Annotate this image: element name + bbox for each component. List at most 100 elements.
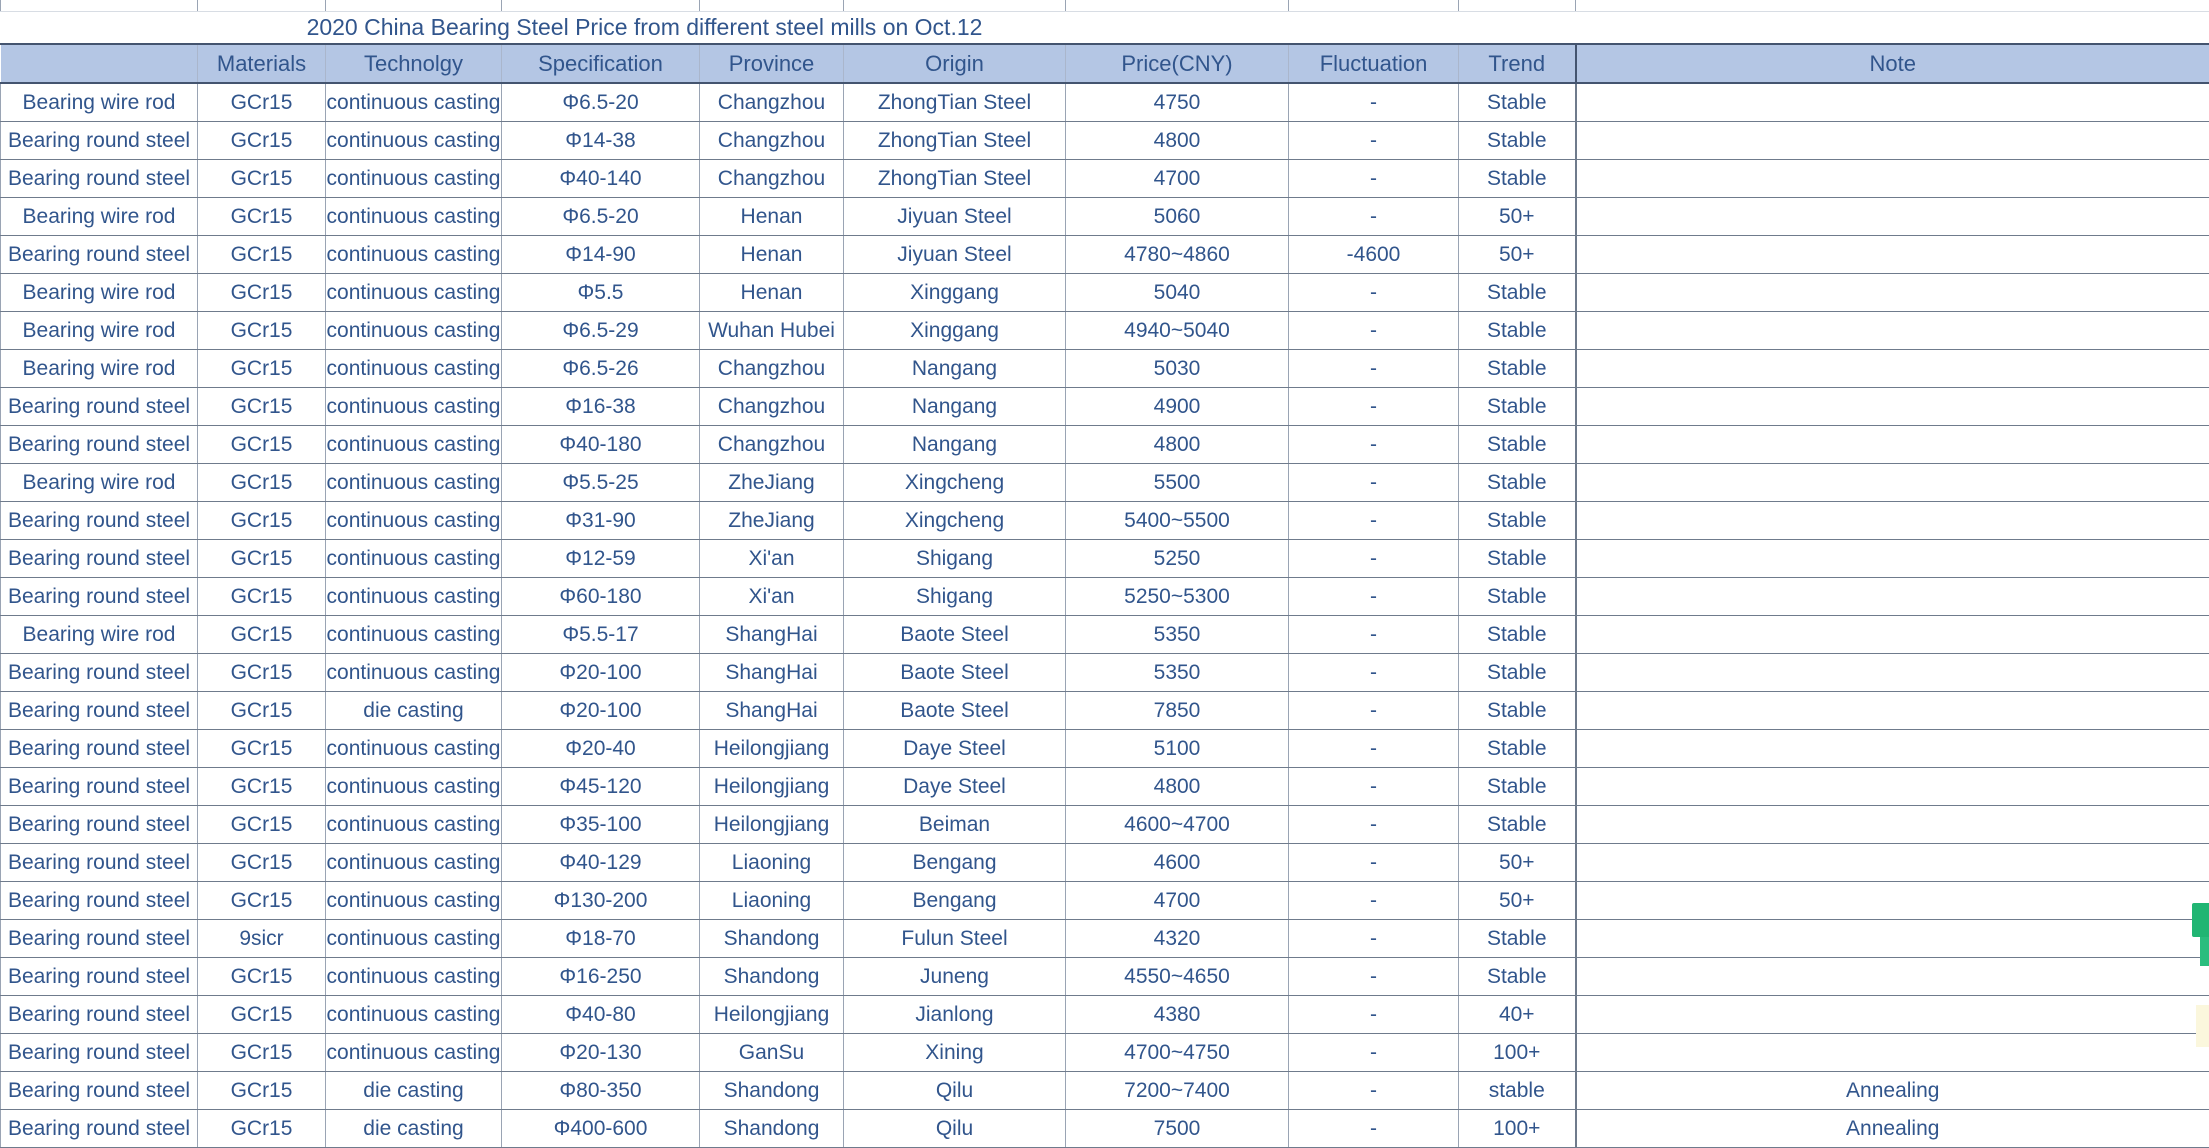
cell-trend[interactable]: Stable [1459,654,1576,692]
cell-specification[interactable]: Φ16-38 [502,388,700,426]
cell-trend[interactable]: Stable [1459,312,1576,350]
cell-fluctuation[interactable]: - [1289,920,1459,958]
cell-origin[interactable]: Juneng [844,958,1066,996]
cell-origin[interactable]: Baote Steel [844,616,1066,654]
cell-materials[interactable]: GCr15 [198,122,326,160]
cell-technology[interactable]: die casting [326,1072,502,1110]
cell-materials[interactable]: GCr15 [198,198,326,236]
cell-fluctuation[interactable]: - [1289,198,1459,236]
cell-specification[interactable]: Φ130-200 [502,882,700,920]
cell-province[interactable]: Liaoning [700,882,844,920]
cell-price[interactable]: 5400~5500 [1066,502,1289,540]
cell-technology[interactable]: continuous casting [326,844,502,882]
cell-origin[interactable]: Nangang [844,350,1066,388]
cell-origin[interactable]: Shigang [844,540,1066,578]
cell-price[interactable]: 4700~4750 [1066,1034,1289,1072]
cell-trend[interactable]: Stable [1459,616,1576,654]
cell-specification[interactable]: Φ45-120 [502,768,700,806]
cell-materials[interactable]: GCr15 [198,616,326,654]
cell-specification[interactable]: Φ14-90 [502,236,700,274]
cell-origin[interactable]: Jiyuan Steel [844,236,1066,274]
cell-province[interactable]: Xi'an [700,540,844,578]
cell-fluctuation[interactable]: - [1289,1034,1459,1072]
cell-materials[interactable]: GCr15 [198,236,326,274]
cell-materials[interactable]: GCr15 [198,996,326,1034]
cell-technology[interactable]: continuous casting [326,578,502,616]
cell-product[interactable]: Bearing round steel [1,502,198,540]
cell-technology[interactable]: continuous casting [326,996,502,1034]
cell-origin[interactable]: Xingcheng [844,502,1066,540]
cell-fluctuation[interactable]: - [1289,1110,1459,1148]
cell-note[interactable] [1576,160,2209,198]
cell-note[interactable] [1576,350,2209,388]
cell-origin[interactable]: Qilu [844,1110,1066,1148]
cell-product[interactable]: Bearing wire rod [1,616,198,654]
cell-trend[interactable]: Stable [1459,958,1576,996]
cell-province[interactable]: Heilongjiang [700,996,844,1034]
cell-specification[interactable]: Φ40-80 [502,996,700,1034]
cell-fluctuation[interactable]: - [1289,996,1459,1034]
cell-province[interactable]: Heilongjiang [700,768,844,806]
cell-specification[interactable]: Φ80-350 [502,1072,700,1110]
cell-product[interactable]: Bearing round steel [1,1110,198,1148]
cell-origin[interactable]: Xinggang [844,274,1066,312]
cell-specification[interactable]: Φ12-59 [502,540,700,578]
cell-specification[interactable]: Φ14-38 [502,122,700,160]
cell-specification[interactable]: Φ6.5-29 [502,312,700,350]
cell-trend[interactable]: Stable [1459,502,1576,540]
cell-price[interactable]: 7200~7400 [1066,1072,1289,1110]
cell-materials[interactable]: GCr15 [198,83,326,122]
cell-technology[interactable]: continuous casting [326,768,502,806]
cell-fluctuation[interactable]: - [1289,426,1459,464]
cell-product[interactable]: Bearing round steel [1,844,198,882]
cell-note[interactable] [1576,996,2209,1034]
cell-price[interactable]: 5030 [1066,350,1289,388]
cell-origin[interactable]: Baote Steel [844,654,1066,692]
cell-technology[interactable]: die casting [326,692,502,730]
cell-materials[interactable]: GCr15 [198,312,326,350]
cell-technology[interactable]: continuous casting [326,616,502,654]
cell-technology[interactable]: continuous casting [326,83,502,122]
cell-origin[interactable]: Xining [844,1034,1066,1072]
cell-fluctuation[interactable]: - [1289,122,1459,160]
cell-materials[interactable]: GCr15 [198,274,326,312]
cell-trend[interactable]: Stable [1459,920,1576,958]
cell-product[interactable]: Bearing wire rod [1,464,198,502]
cell-fluctuation[interactable]: - [1289,578,1459,616]
cell-origin[interactable]: Daye Steel [844,730,1066,768]
cell-trend[interactable]: Stable [1459,83,1576,122]
cell-note[interactable] [1576,806,2209,844]
cell-technology[interactable]: continuous casting [326,1034,502,1072]
cell-materials[interactable]: GCr15 [198,768,326,806]
cell-materials[interactable]: GCr15 [198,350,326,388]
cell-fluctuation[interactable]: - [1289,464,1459,502]
cell-materials[interactable]: GCr15 [198,388,326,426]
cell-specification[interactable]: Φ40-140 [502,160,700,198]
cell-product[interactable]: Bearing wire rod [1,274,198,312]
cell-origin[interactable]: ZhongTian Steel [844,83,1066,122]
cell-note[interactable] [1576,920,2209,958]
cell-origin[interactable]: Shigang [844,578,1066,616]
cell-origin[interactable]: ZhongTian Steel [844,160,1066,198]
cell-technology[interactable]: continuous casting [326,160,502,198]
cell-price[interactable]: 4800 [1066,122,1289,160]
cell-price[interactable]: 4700 [1066,882,1289,920]
green-range-marker[interactable] [2192,903,2209,937]
cell-note[interactable] [1576,464,2209,502]
cell-technology[interactable]: continuous casting [326,920,502,958]
cell-origin[interactable]: Baote Steel [844,692,1066,730]
cell-province[interactable]: Henan [700,198,844,236]
cell-price[interactable]: 4900 [1066,388,1289,426]
cell-fluctuation[interactable]: -4600 [1289,236,1459,274]
cell-province[interactable]: Changzhou [700,122,844,160]
cell-materials[interactable]: GCr15 [198,1110,326,1148]
cell-note[interactable] [1576,83,2209,122]
